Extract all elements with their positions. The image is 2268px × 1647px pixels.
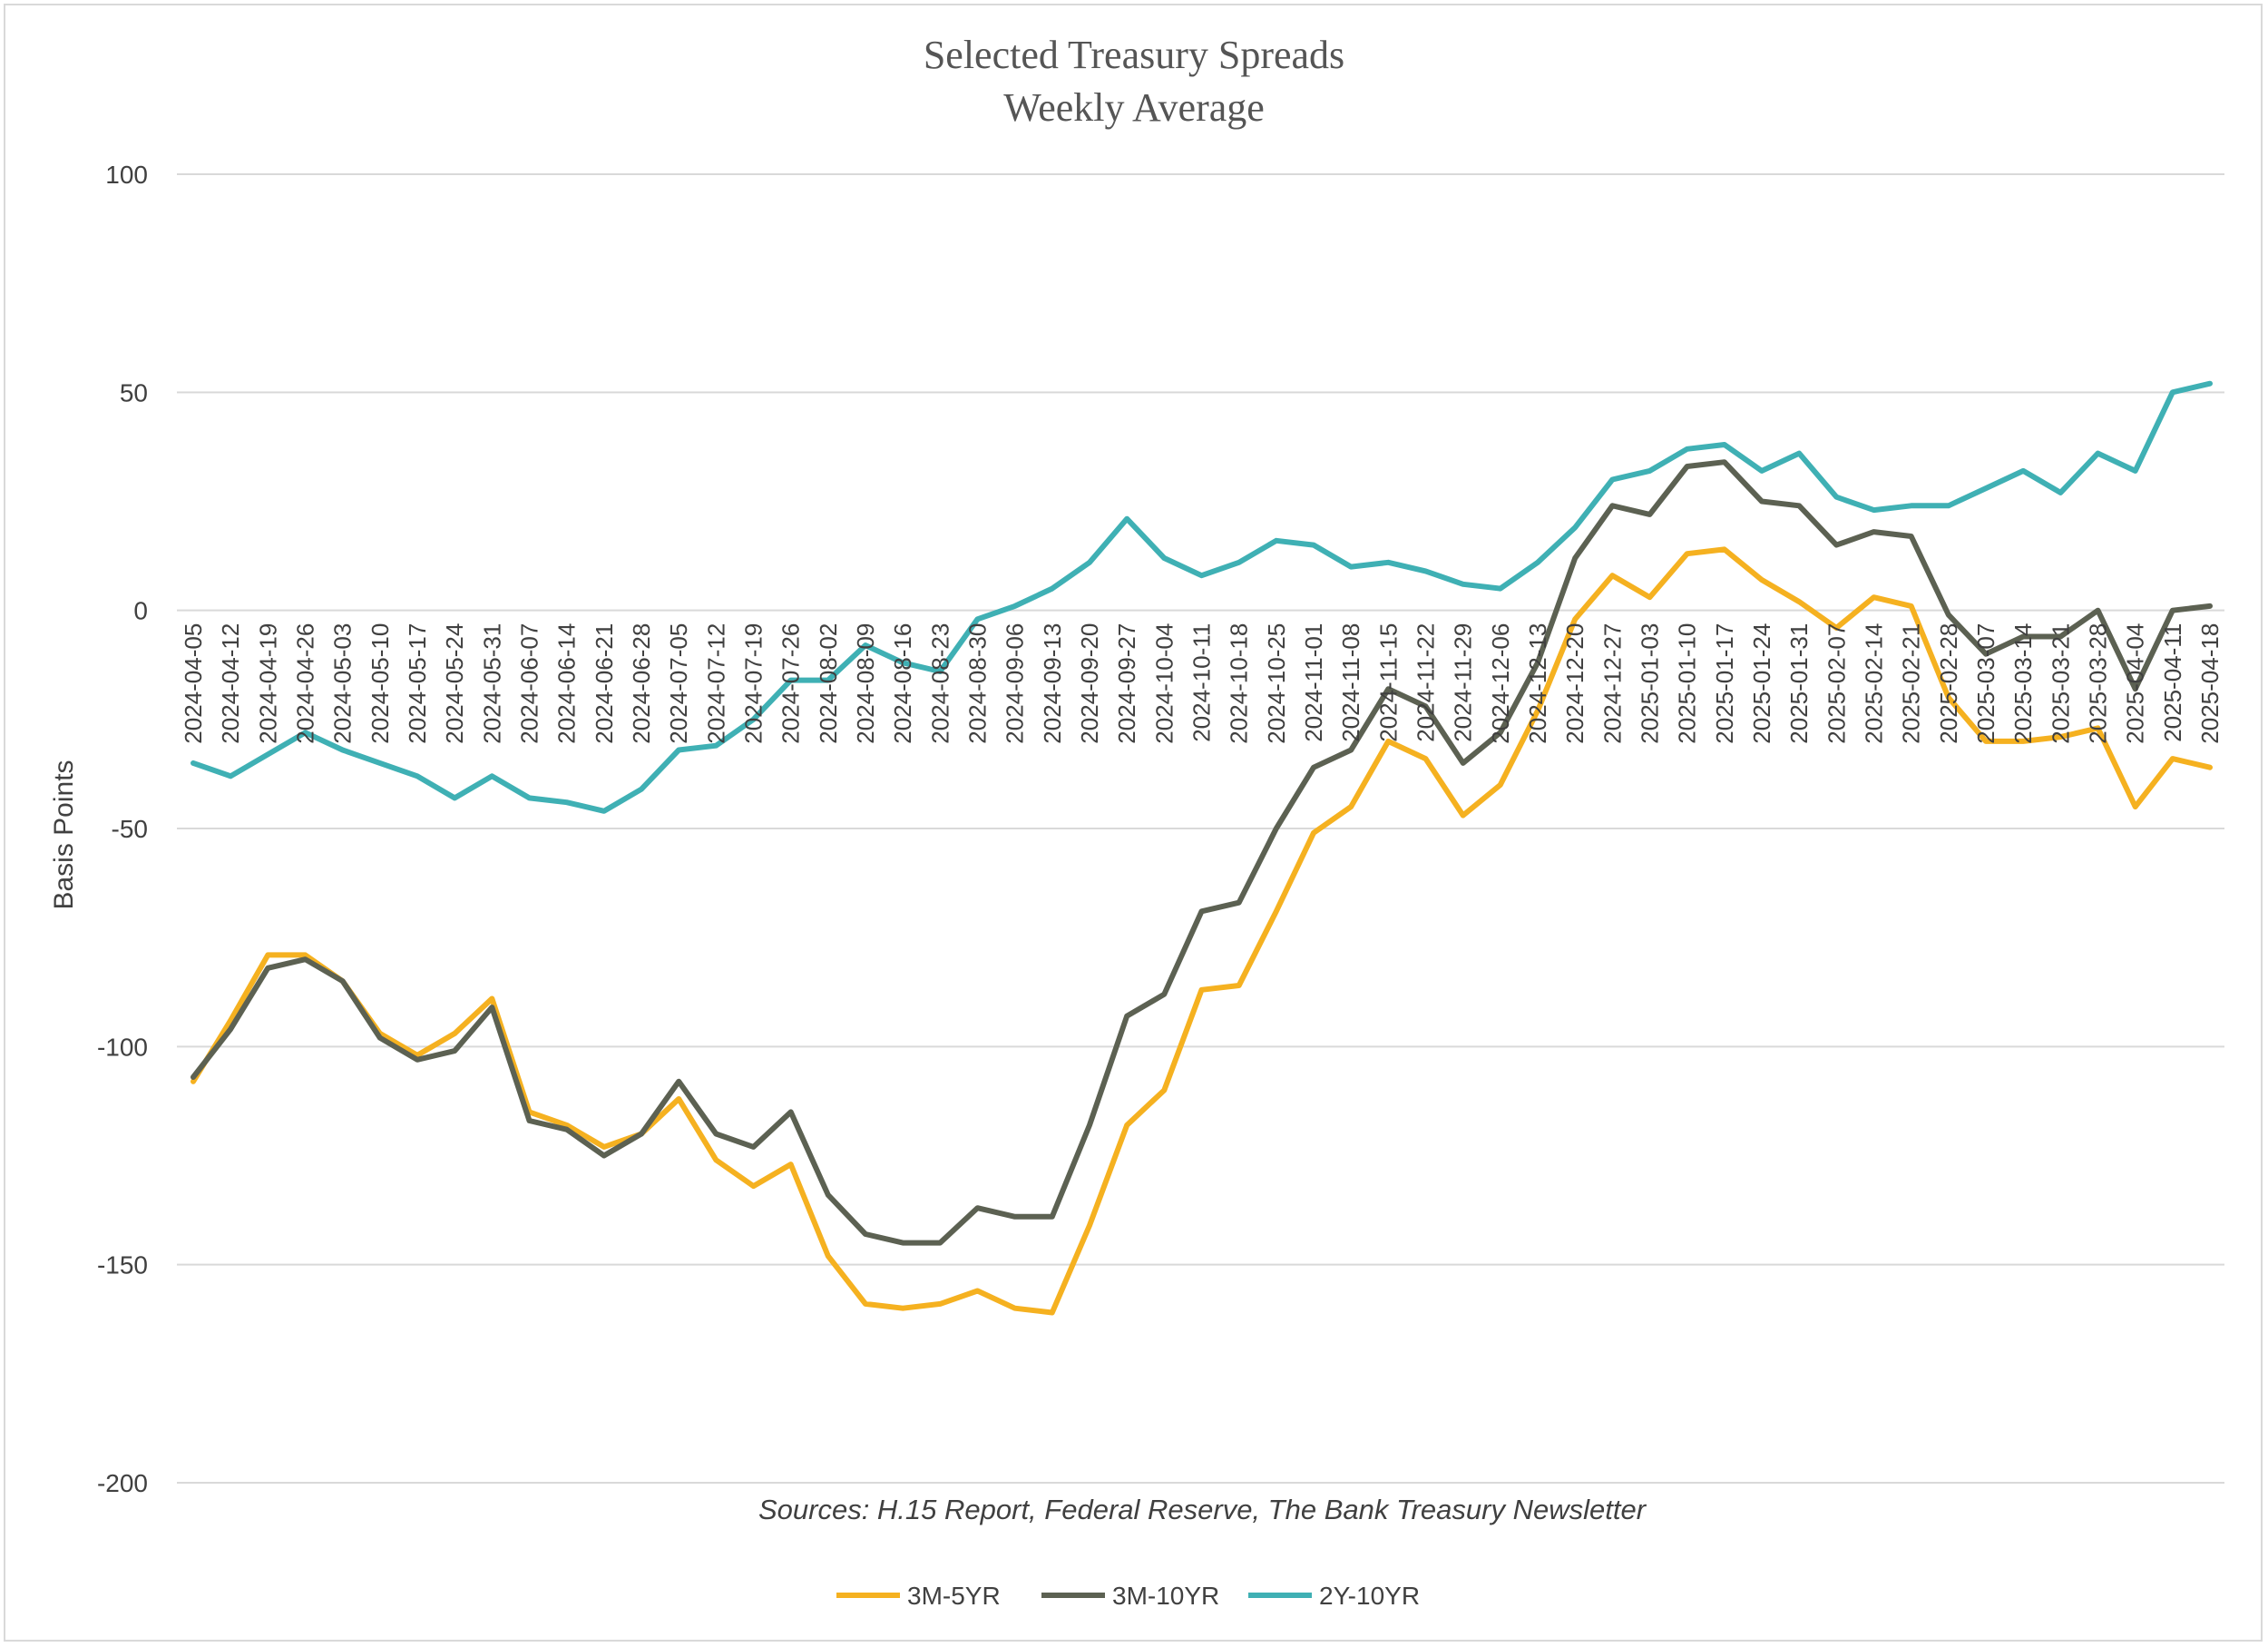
x-tick-label: 2024-12-20 bbox=[1561, 623, 1589, 744]
y-tick-label: -100 bbox=[97, 1033, 148, 1061]
x-tick-label: 2024-04-05 bbox=[180, 623, 207, 744]
x-tick-label: 2025-01-17 bbox=[1711, 623, 1738, 744]
x-tick-label: 2024-05-03 bbox=[329, 623, 357, 744]
x-tick-label: 2025-01-24 bbox=[1748, 623, 1775, 744]
series-lines bbox=[191, 380, 2213, 1316]
x-tick-label: 2024-11-08 bbox=[1337, 623, 1364, 742]
x-tick-label: 2025-03-14 bbox=[2009, 623, 2037, 744]
x-tick-label: 2024-06-14 bbox=[553, 623, 581, 744]
x-tick-label: 2025-01-31 bbox=[1785, 623, 1813, 744]
chart-subtitle: Weekly Average bbox=[1003, 85, 1265, 130]
y-tick-label: -200 bbox=[97, 1469, 148, 1497]
x-tick-label: 2024-07-12 bbox=[702, 623, 729, 744]
y-tick-label: 100 bbox=[105, 161, 148, 189]
x-tick-label: 2025-04-18 bbox=[2196, 623, 2224, 744]
x-tick-label: 2024-05-24 bbox=[441, 623, 468, 744]
x-tick-label: 2025-01-10 bbox=[1674, 623, 1701, 744]
x-tick-label: 2024-07-05 bbox=[665, 623, 692, 744]
legend-label-2y-10yr: 2Y-10YR bbox=[1319, 1582, 1420, 1610]
x-tick-label: 2024-08-09 bbox=[852, 623, 879, 744]
x-tick-label: 2024-08-02 bbox=[815, 623, 842, 744]
x-tick-label: 2024-12-27 bbox=[1598, 623, 1626, 744]
series-line-3m-5yr bbox=[191, 546, 2213, 1316]
x-tick-label: 2024-10-11 bbox=[1188, 623, 1216, 742]
x-tick-label: 2024-09-13 bbox=[1039, 623, 1066, 744]
x-tick-label: 2024-12-06 bbox=[1487, 623, 1514, 744]
y-tick-label: 50 bbox=[120, 378, 148, 407]
x-tick-label: 2024-08-23 bbox=[926, 623, 953, 744]
y-tick-label: 0 bbox=[133, 597, 148, 625]
x-tick-label: 2024-07-19 bbox=[740, 623, 767, 744]
x-tick-label: 2024-09-20 bbox=[1076, 623, 1103, 744]
x-tick-label: 2025-02-07 bbox=[1823, 623, 1850, 744]
chart-title: Selected Treasury Spreads bbox=[924, 33, 1344, 77]
series-line-3m-10yr bbox=[191, 459, 2213, 1246]
x-tick-label: 2025-03-07 bbox=[1972, 623, 1999, 744]
x-tick-label: 2025-02-21 bbox=[1898, 623, 1925, 744]
x-tick-label: 2024-11-29 bbox=[1450, 623, 1477, 742]
x-tick-labels: 2024-04-05 2024-04-12 2024-04-19 2024-04-26… bbox=[180, 623, 2224, 744]
x-tick-label: 2025-03-21 bbox=[2047, 623, 2074, 744]
x-tick-label: 2025-02-28 bbox=[1935, 623, 1962, 744]
chart-frame bbox=[4, 4, 2263, 1642]
gridlines bbox=[177, 173, 2224, 1484]
x-tick-label: 2024-11-01 bbox=[1300, 623, 1327, 742]
x-tick-label: 2024-05-10 bbox=[367, 623, 394, 744]
series-line-2y-10yr bbox=[191, 380, 2213, 814]
x-tick-label: 2024-08-30 bbox=[964, 623, 992, 744]
x-tick-label: 2024-08-16 bbox=[889, 623, 916, 744]
legend-label-3m-5yr: 3M-5YR bbox=[907, 1582, 1001, 1610]
y-tick-label: -50 bbox=[112, 815, 148, 843]
y-tick-labels: 100 50 0 -50 -100 -150 -200 bbox=[97, 161, 148, 1497]
x-tick-label: 2024-11-15 bbox=[1374, 623, 1402, 742]
legend-label-3m-10yr: 3M-10YR bbox=[1112, 1582, 1219, 1610]
x-tick-label: 2024-05-31 bbox=[478, 623, 505, 744]
x-tick-label: 2024-05-17 bbox=[404, 623, 431, 744]
x-tick-label: 2025-02-14 bbox=[1861, 623, 1888, 744]
x-tick-label: 2024-04-12 bbox=[217, 623, 244, 744]
x-tick-label: 2024-09-27 bbox=[1113, 623, 1140, 744]
x-tick-label: 2024-12-13 bbox=[1524, 623, 1551, 744]
x-tick-label: 2025-04-04 bbox=[2122, 623, 2149, 744]
x-tick-label: 2025-01-03 bbox=[1637, 623, 1664, 744]
legend: 3M-5YR 3M-10YR 2Y-10YR bbox=[836, 1582, 1420, 1610]
x-tick-label: 2025-03-28 bbox=[2085, 623, 2112, 744]
x-tick-label: 2024-10-04 bbox=[1150, 623, 1178, 744]
x-tick-label: 2024-11-22 bbox=[1413, 623, 1440, 742]
x-tick-label: 2024-07-26 bbox=[777, 623, 805, 744]
x-tick-label: 2024-10-18 bbox=[1226, 623, 1253, 744]
y-tick-label: -150 bbox=[97, 1251, 148, 1279]
y-axis-label: Basis Points bbox=[49, 760, 79, 909]
source-note: Sources: H.15 Report, Federal Reserve, T… bbox=[758, 1494, 1647, 1525]
x-tick-label: 2024-06-28 bbox=[628, 623, 655, 744]
x-tick-label: 2024-09-06 bbox=[1002, 623, 1029, 744]
x-tick-label: 2024-06-21 bbox=[591, 623, 618, 744]
x-tick-label: 2024-04-26 bbox=[292, 623, 319, 744]
x-tick-label: 2024-06-07 bbox=[516, 623, 543, 744]
x-tick-label: 2024-10-25 bbox=[1263, 623, 1290, 744]
x-tick-label: 2025-04-11 bbox=[2159, 623, 2186, 742]
x-tick-label: 2024-04-19 bbox=[254, 623, 281, 744]
